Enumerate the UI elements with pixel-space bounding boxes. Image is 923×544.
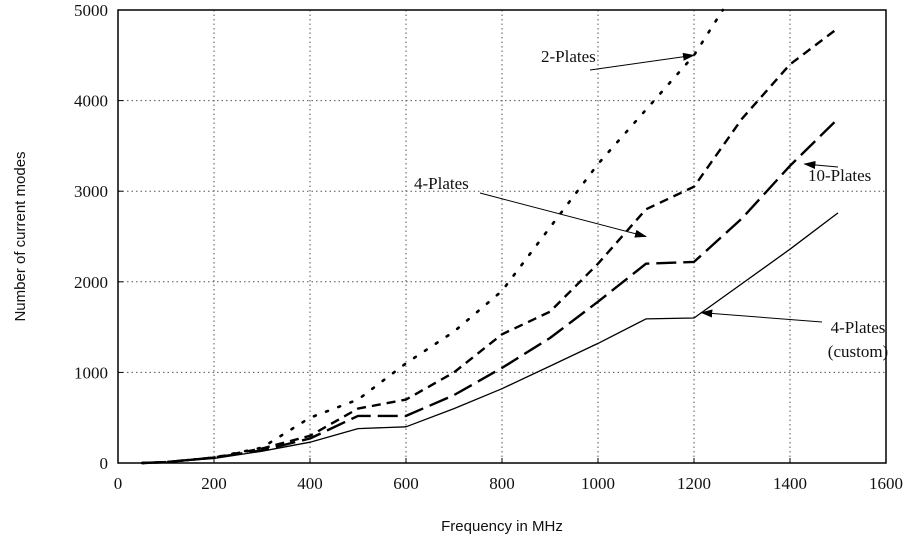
y-tick-label: 4000 <box>74 92 108 111</box>
annotation-arrow <box>479 192 647 238</box>
annotation-label: (custom) <box>828 342 888 361</box>
x-tick-label: 200 <box>201 474 227 493</box>
annotation-label: 4-Plates <box>831 318 886 337</box>
series-line-10-plates <box>141 117 839 465</box>
series-layer <box>140 8 839 465</box>
y-tick-label: 3000 <box>74 182 108 201</box>
annotations: 2-Plates 4-Plates 10-Plates 4-Plates (custom… <box>414 47 888 361</box>
axis-ticks: 0 200 400 600 800 1000 1200 1400 1600 0 1000 2000 30… <box>74 1 903 493</box>
x-tick-label: 400 <box>297 474 323 493</box>
annotation-label: 4-Plates <box>414 174 469 193</box>
x-tick-label: 1200 <box>677 474 711 493</box>
y-tick-label: 1000 <box>74 363 108 382</box>
series-line-4-plates-custom <box>141 212 839 464</box>
x-tick-label: 1600 <box>869 474 903 493</box>
x-tick-label: 800 <box>489 474 515 493</box>
annotation-arrow <box>803 161 839 169</box>
y-axis-title: Number of current modes <box>12 151 29 321</box>
y-tick-label: 0 <box>100 454 109 473</box>
series-line-2-plates <box>140 8 725 465</box>
x-tick-label: 0 <box>114 474 123 493</box>
y-tick-label: 2000 <box>74 273 108 292</box>
annotation-label: 10-Plates <box>808 166 871 185</box>
y-tick-label: 5000 <box>74 1 108 20</box>
series-line-4-plates <box>141 27 839 465</box>
x-axis-title: Frequency in MHz <box>441 518 563 535</box>
x-tick-label: 1000 <box>581 474 615 493</box>
annotation-label: 2-Plates <box>541 47 596 66</box>
x-tick-label: 600 <box>393 474 419 493</box>
annotation-arrow <box>589 52 695 71</box>
x-tick-label: 1400 <box>773 474 807 493</box>
grid <box>118 10 886 463</box>
annotation-arrow <box>700 309 823 323</box>
